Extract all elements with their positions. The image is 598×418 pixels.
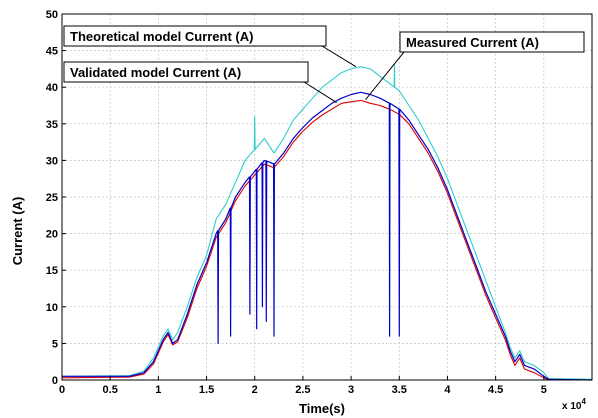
annotation-label: Theoretical model Current (A) [70,29,253,44]
y-tick-label: 5 [52,338,58,350]
y-tick-label: 30 [46,155,58,167]
x-multiplier-label: x 104 [562,397,586,412]
y-axis-label: Current (A) [10,197,25,266]
annotation-pointer [321,45,357,68]
x-tick-label: 1 [155,384,161,396]
y-tick-label: 35 [46,119,58,131]
annotation-label: Measured Current (A) [406,35,539,50]
series-line-2 [61,99,592,381]
y-tick-label: 20 [46,229,58,241]
annotation-box [63,25,327,47]
annotation-pointer [365,51,405,100]
x-tick-label: 3.5 [392,384,407,396]
y-tick-label: 0 [52,375,58,387]
x-tick-label: 5 [541,384,547,396]
x-axis-label: Time(s) [299,401,345,416]
annotation-box [399,31,585,53]
x-tick-label: 1.5 [199,384,214,396]
x-tick-label: 0 [59,384,65,396]
x-tick-label: 3 [348,384,354,396]
y-tick-label: 45 [46,46,58,58]
x-tick-label: 2 [252,384,258,396]
x-tick-label: 2.5 [295,384,310,396]
x-tick-label: 4 [444,384,451,396]
annotation-box [63,61,309,83]
y-tick-label: 50 [46,9,58,21]
x-tick-label: 0.5 [103,384,118,396]
tick-labels: 0 0.5 1 1.5 2 2.5 3 3.5 4 4.5 50510152025303540455… [46,9,547,396]
series-line-1 [62,91,593,381]
y-tick-label: 40 [46,82,58,94]
annotation-pointer [303,81,337,103]
x-multiplier-exponent: 4 [581,397,586,406]
x-multiplier-base: x 10 [562,401,582,412]
annotations: Theoretical model Current (A) Measured Cu… [63,25,585,103]
y-tick-label: 15 [46,265,58,277]
y-tick-label: 10 [46,302,58,314]
annotation-label: Validated model Current (A) [70,65,241,80]
x-tick-label: 4.5 [488,384,503,396]
series-layer [61,64,593,381]
series-line-0 [61,64,593,380]
y-tick-label: 25 [46,192,58,204]
